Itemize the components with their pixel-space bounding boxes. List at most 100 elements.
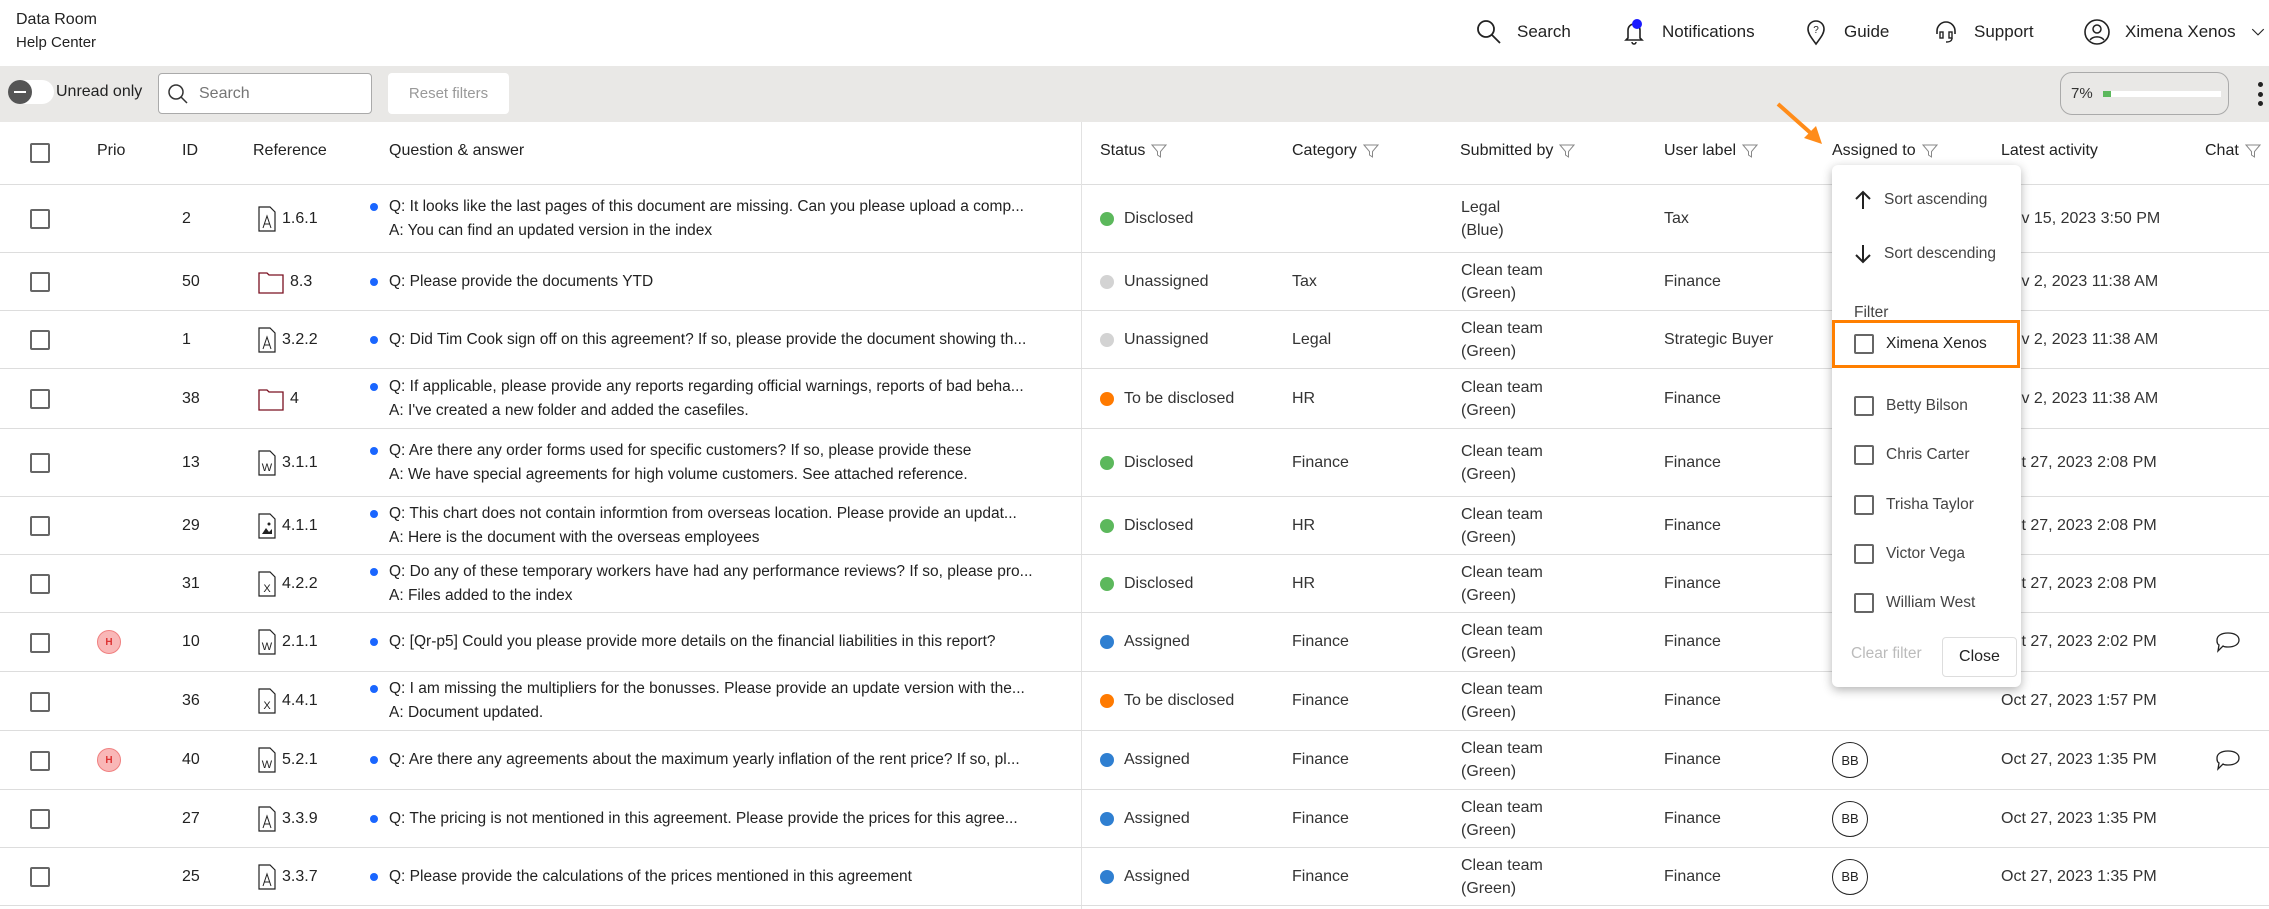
filter-option-checkbox[interactable] xyxy=(1854,544,1874,564)
nav-notifications[interactable]: Notifications xyxy=(1620,18,1755,46)
filter-option-checkbox[interactable] xyxy=(1854,334,1874,354)
question-answer[interactable]: Q: [Qr-p5] Could you please provide more… xyxy=(370,630,1060,654)
question-answer[interactable]: Q: Do any of these temporary workers hav… xyxy=(370,560,1060,608)
table-row[interactable]: 1 3.2.2 Q: Did Tim Cook sign off on this a… xyxy=(0,311,2269,369)
column-header[interactable]: Chat xyxy=(2205,142,2261,160)
assignee-avatar[interactable]: BB xyxy=(1832,742,1868,778)
filter-option-checkbox[interactable] xyxy=(1854,396,1874,416)
row-checkbox[interactable] xyxy=(30,516,50,536)
reference-link[interactable]: 1.6.1 xyxy=(258,205,318,232)
row-checkbox[interactable] xyxy=(30,209,50,229)
nav-search[interactable]: Search xyxy=(1475,18,1571,46)
reference-link[interactable]: 3.2.2 xyxy=(258,326,318,353)
question-answer[interactable]: Q: This chart does not contain informtio… xyxy=(370,502,1060,550)
assignee-avatar[interactable]: BB xyxy=(1832,800,1868,837)
clear-filter-button[interactable]: Clear filter xyxy=(1851,645,1922,662)
filter-option[interactable]: Betty Bilson xyxy=(1832,388,2021,424)
filter-option[interactable]: Ximena Xenos xyxy=(1832,320,2020,368)
table-row[interactable]: 50 8.3 Q: Please provide the documents YTD… xyxy=(0,253,2269,311)
question-answer[interactable]: Q: The pricing is not mentioned in this … xyxy=(370,807,1060,831)
filter-option[interactable]: Victor Vega xyxy=(1832,536,2021,572)
nav-guide[interactable]: ? Guide xyxy=(1802,18,1889,46)
question-answer[interactable]: Q: If applicable, please provide any rep… xyxy=(370,375,1060,423)
column-header[interactable]: Question & answer xyxy=(389,142,524,160)
question-answer[interactable]: Q: It looks like the last pages of this … xyxy=(370,195,1060,243)
row-checkbox[interactable] xyxy=(30,867,50,887)
question-answer[interactable]: Q: I am missing the multipliers for the … xyxy=(370,677,1060,725)
reference-link[interactable]: X 4.4.1 xyxy=(258,688,318,714)
app-title: Data Room xyxy=(16,11,97,28)
question-answer[interactable]: Q: Are there any agreements about the ma… xyxy=(370,748,1060,772)
reference-link[interactable]: 3.3.7 xyxy=(258,863,318,890)
filter-option[interactable]: Trisha Taylor xyxy=(1832,487,2021,523)
row-checkbox[interactable] xyxy=(30,632,50,653)
table-row[interactable]: H 40 W 5.2.1 Q: Are there any agreements abo… xyxy=(0,731,2269,790)
sort-ascending-option[interactable]: Sort ascending xyxy=(1832,182,2021,218)
search-input[interactable] xyxy=(199,84,349,103)
reference-link[interactable]: W 5.2.1 xyxy=(258,747,318,773)
search-field[interactable] xyxy=(158,73,372,114)
filter-icon[interactable] xyxy=(1362,143,1379,159)
table-row[interactable]: 36 X 4.4.1 Q: I am missing the multipliers … xyxy=(0,672,2269,731)
column-header[interactable]: User label xyxy=(1664,142,1759,160)
unread-only-toggle[interactable] xyxy=(8,80,54,104)
column-header[interactable]: Prio xyxy=(97,142,125,160)
reference-link[interactable]: W 2.1.1 xyxy=(258,629,318,655)
nav-support[interactable]: Support xyxy=(1932,18,2034,46)
table-row[interactable]: 25 3.3.7 Q: Please provide the calculation… xyxy=(0,848,2269,906)
row-checkbox[interactable] xyxy=(30,272,50,292)
chat-icon[interactable] xyxy=(2215,631,2241,653)
help-center-link[interactable]: Help Center xyxy=(16,34,97,51)
column-header[interactable]: Category xyxy=(1292,142,1379,160)
chat-icon[interactable] xyxy=(2215,749,2241,771)
question-answer[interactable]: Q: Are there any order forms used for sp… xyxy=(370,439,1060,487)
filter-option[interactable]: William West xyxy=(1832,585,2021,621)
row-checkbox[interactable] xyxy=(30,330,50,350)
row-checkbox[interactable] xyxy=(30,691,50,712)
filter-icon[interactable] xyxy=(2244,143,2261,159)
question-answer[interactable]: Q: Did Tim Cook sign off on this agreeme… xyxy=(370,328,1060,352)
filter-icon[interactable] xyxy=(1742,143,1759,159)
unread-dot-icon xyxy=(370,277,378,286)
column-header[interactable]: ID xyxy=(182,142,198,160)
close-button[interactable]: Close xyxy=(1942,637,2017,677)
reference-link[interactable]: 3.3.9 xyxy=(258,805,318,832)
reset-filters-button[interactable]: Reset filters xyxy=(388,73,509,114)
table-row[interactable]: 31 X 4.2.2 Q: Do any of these temporary wor… xyxy=(0,555,2269,613)
reference-link[interactable]: W 3.1.1 xyxy=(258,449,318,476)
table-row[interactable]: 38 4 Q: If applicable, please provide any … xyxy=(0,369,2269,429)
filter-icon[interactable] xyxy=(1921,143,1938,159)
row-checkbox[interactable] xyxy=(30,809,50,829)
column-header[interactable]: Reference xyxy=(253,142,327,160)
table-row[interactable]: 27 3.3.9 Q: The pricing is not mentioned i… xyxy=(0,790,2269,848)
table-row[interactable]: 29 4.1.1 Q: This chart does not contain in… xyxy=(0,497,2269,555)
more-options-icon[interactable] xyxy=(2256,82,2264,106)
row-checkbox[interactable] xyxy=(30,389,50,409)
column-header[interactable]: Assigned to xyxy=(1832,142,1938,160)
reference-link[interactable]: 4 xyxy=(258,386,299,412)
filter-option[interactable]: Chris Carter xyxy=(1832,437,2021,473)
filter-icon[interactable] xyxy=(1559,143,1576,159)
select-all-checkbox[interactable] xyxy=(30,143,50,163)
sort-descending-option[interactable]: Sort descending xyxy=(1832,236,2021,272)
user-menu[interactable]: Ximena Xenos xyxy=(2083,18,2266,46)
row-checkbox[interactable] xyxy=(30,574,50,594)
column-header[interactable]: Latest activity xyxy=(2001,142,2098,160)
question-answer[interactable]: Q: Please provide the calculations of th… xyxy=(370,865,1060,889)
table-row[interactable]: H 10 W 2.1.1 Q: [Qr-p5] Could you please pro… xyxy=(0,613,2269,672)
table-row[interactable]: 2 1.6.1 Q: It looks like the last pages of… xyxy=(0,185,2269,253)
column-header[interactable]: Submitted by xyxy=(1460,142,1576,160)
filter-icon[interactable] xyxy=(1151,143,1168,159)
reference-link[interactable]: X 4.2.2 xyxy=(258,570,318,597)
assignee-avatar[interactable]: BB xyxy=(1832,858,1868,895)
table-row[interactable]: 13 W 3.1.1 Q: Are there any order forms use… xyxy=(0,429,2269,497)
filter-option-checkbox[interactable] xyxy=(1854,445,1874,465)
filter-option-checkbox[interactable] xyxy=(1854,593,1874,613)
reference-link[interactable]: 8.3 xyxy=(258,269,312,295)
question-answer[interactable]: Q: Please provide the documents YTD xyxy=(370,270,1060,294)
filter-option-checkbox[interactable] xyxy=(1854,495,1874,515)
row-checkbox[interactable] xyxy=(30,750,50,771)
row-checkbox[interactable] xyxy=(30,453,50,473)
reference-link[interactable]: 4.1.1 xyxy=(258,512,318,539)
column-header[interactable]: Status xyxy=(1100,142,1168,160)
